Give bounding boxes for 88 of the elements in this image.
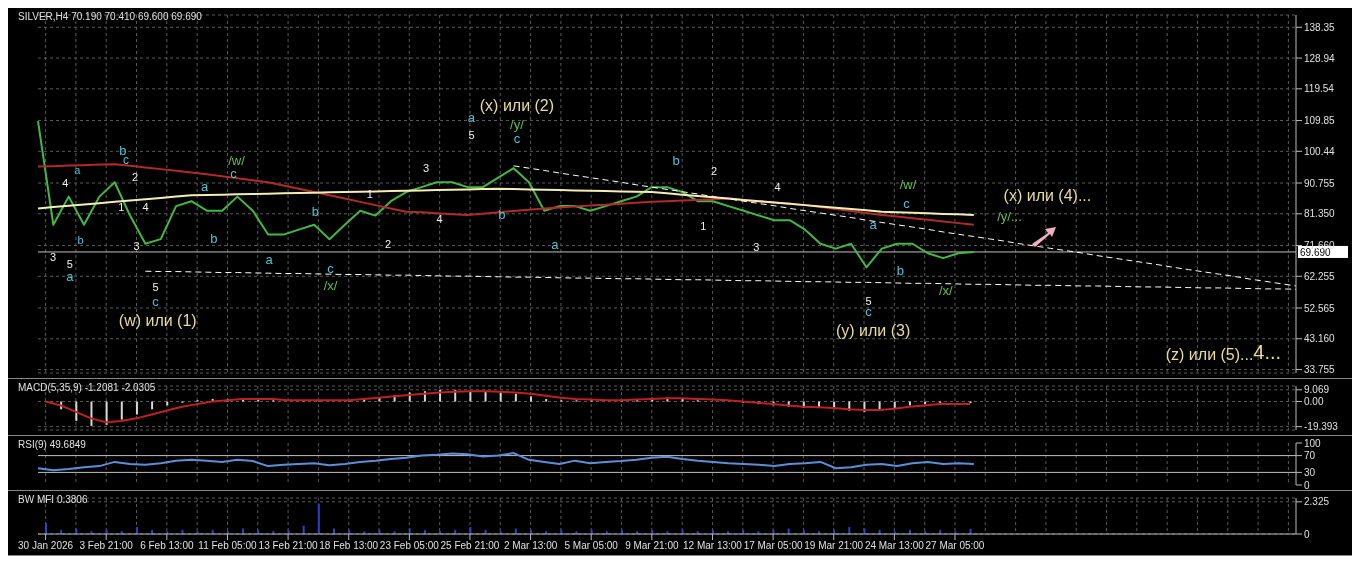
annotation: b bbox=[77, 234, 84, 247]
y-tick-label: 43.160 bbox=[1304, 333, 1336, 345]
y-tick-label: 119.54 bbox=[1304, 83, 1335, 95]
x-tick-label: 19 Mar 21:00 bbox=[804, 540, 864, 552]
annotation: c bbox=[865, 304, 873, 320]
x-tick-label: 23 Feb 05:00 bbox=[379, 540, 440, 552]
annotation: 3 bbox=[753, 240, 760, 253]
annotation: 3 bbox=[50, 251, 57, 264]
y-tick-label: 100.44 bbox=[1304, 145, 1336, 157]
x-tick-label: 18 Feb 13:00 bbox=[319, 540, 379, 552]
annotation: 4... bbox=[1253, 340, 1282, 363]
x-tick-label: 2 Mar 13:00 bbox=[503, 540, 558, 552]
annotation: 5 bbox=[468, 128, 475, 141]
annotation: (w) или (1) bbox=[118, 312, 197, 330]
annotation: 4 bbox=[774, 181, 781, 194]
annotation: /w/ bbox=[228, 153, 246, 169]
annotation: c bbox=[327, 260, 335, 276]
annotation: a bbox=[74, 164, 82, 176]
y-tick-label: 0 bbox=[1304, 528, 1310, 540]
annotation: 4 bbox=[142, 200, 149, 213]
x-tick-label: 11 Feb 05:00 bbox=[198, 540, 257, 552]
y-tick-label: 138.35 bbox=[1304, 21, 1336, 33]
annotation: 2 bbox=[385, 237, 392, 250]
x-tick-label: 12 Mar 13:00 bbox=[683, 540, 743, 552]
y-tick-label: 100 bbox=[1304, 437, 1322, 449]
x-tick-label: 27 Mar 05:00 bbox=[925, 540, 985, 552]
y-tick-label: 62.255 bbox=[1304, 270, 1336, 282]
annotation: a bbox=[551, 237, 560, 253]
annotation: a bbox=[201, 178, 210, 194]
annotation: c bbox=[903, 195, 911, 211]
x-tick-label: 17 Mar 05:00 bbox=[743, 540, 803, 552]
annotation: (y) или (3) bbox=[835, 321, 911, 339]
annotation: a bbox=[66, 268, 75, 284]
annotation: 4 bbox=[62, 177, 69, 190]
annotation: a bbox=[265, 252, 274, 268]
y-tick-label: 70 bbox=[1304, 450, 1316, 462]
annotation: 4 bbox=[436, 213, 443, 226]
chart-title: BW MFI 0.3806 bbox=[18, 494, 88, 505]
y-tick-label: 81.350 bbox=[1304, 208, 1336, 220]
annotation: (z) или (5)... bbox=[1165, 345, 1254, 363]
y-tick-label: 9.069 bbox=[1304, 384, 1330, 396]
y-tick-label: 0 bbox=[1304, 479, 1310, 491]
y-tick-label: 90.755 bbox=[1304, 177, 1336, 189]
annotation: /w/ bbox=[899, 176, 917, 192]
annotation: a bbox=[467, 109, 476, 125]
y-tick-label: 52.565 bbox=[1304, 302, 1336, 314]
x-tick-label: 30 Jan 2026 bbox=[18, 540, 74, 552]
y-tick-label: -19.393 bbox=[1304, 421, 1339, 433]
annotation: c bbox=[513, 131, 521, 147]
x-tick-label: 5 Mar 05:00 bbox=[564, 540, 619, 552]
x-tick-label: 3 Feb 21:00 bbox=[79, 540, 134, 552]
annotation: 3 bbox=[422, 162, 430, 175]
x-tick-label: 9 Mar 21:00 bbox=[625, 540, 679, 552]
x-tick-label: 13 Feb 21:00 bbox=[258, 540, 318, 552]
chart-title: MACD(5,35,9) -1.2081 -2.0305 bbox=[18, 382, 156, 393]
y-tick-label: 128.94 bbox=[1304, 52, 1336, 64]
y-tick-label: 33.755 bbox=[1304, 364, 1336, 376]
y-tick-label: 30 bbox=[1304, 466, 1316, 478]
annotation: b bbox=[672, 153, 680, 169]
ref-line-label: 69.690 bbox=[1300, 246, 1332, 258]
y-tick-label: 109.85 bbox=[1304, 115, 1336, 127]
annotation: /y/... bbox=[997, 209, 1022, 224]
annotation: 2 bbox=[710, 164, 718, 177]
y-tick-label: 0.00 bbox=[1304, 396, 1324, 408]
annotation: b bbox=[210, 230, 218, 246]
annotation: (x) или (4)... bbox=[1003, 186, 1092, 204]
annotation: 5 bbox=[865, 294, 872, 307]
annotation: 1 bbox=[700, 219, 707, 232]
x-tick-label: 6 Feb 13:00 bbox=[140, 540, 194, 552]
x-tick-label: 25 Feb 21:00 bbox=[440, 540, 500, 552]
annotation: /x/ bbox=[939, 282, 954, 298]
annotation: (x) или (2) bbox=[479, 96, 555, 114]
y-tick-label: 2.325 bbox=[1304, 496, 1330, 508]
annotation: 5 bbox=[66, 257, 73, 270]
annotation: c bbox=[152, 294, 160, 310]
annotation: b bbox=[896, 262, 905, 278]
chart-title: RSI(9) 49.6849 bbox=[18, 439, 86, 450]
annotation: /y/ bbox=[510, 117, 525, 133]
x-tick-label: 24 Mar 13:00 bbox=[864, 540, 925, 552]
annotation: b bbox=[311, 204, 319, 220]
annotation: 2 bbox=[131, 170, 139, 183]
annotation: 1 bbox=[118, 200, 125, 213]
annotation: /x/ bbox=[323, 278, 338, 294]
annotation: 3 bbox=[133, 239, 140, 252]
annotation: 5 bbox=[152, 281, 159, 294]
chart-title: SILVER,H4 70.190 70.410 69.600 69.690 bbox=[18, 11, 202, 22]
annotation: a bbox=[869, 217, 878, 233]
annotation: b bbox=[119, 142, 127, 158]
